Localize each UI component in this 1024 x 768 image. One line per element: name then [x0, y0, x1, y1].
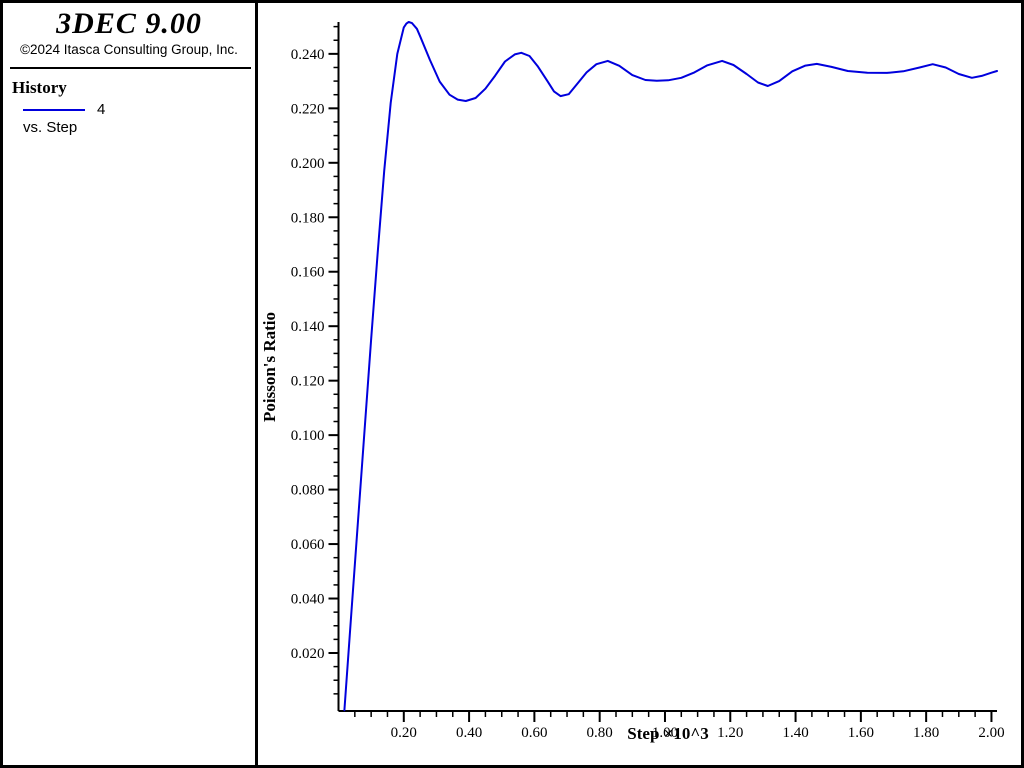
x-axis-title: Step ×10^3 [627, 724, 709, 743]
y-tick-label: 0.220 [291, 101, 325, 117]
history-curve [343, 21, 998, 712]
legend-vs-label: vs. Step [23, 119, 78, 136]
legend-line-swatch [23, 109, 85, 111]
app-title: 3DEC 9.00 [56, 7, 202, 40]
sidebar-plot-divider [255, 0, 258, 768]
x-tick-label: 0.60 [521, 725, 547, 741]
y-tick-label: 0.200 [291, 156, 325, 172]
x-tick-label: 1.60 [848, 725, 874, 741]
copyright-text: ©2024 Itasca Consulting Group, Inc. [20, 42, 238, 57]
x-tick-label: 1.80 [913, 725, 939, 741]
y-tick-label: 0.060 [291, 537, 325, 553]
y-tick-label: 0.160 [291, 265, 325, 281]
x-tick-label: 1.40 [782, 725, 808, 741]
x-tick-label: 2.00 [978, 725, 1004, 741]
x-tick-label: 0.80 [587, 725, 613, 741]
legend-item-label: 4 [97, 101, 106, 118]
y-tick-label: 0.020 [291, 646, 325, 662]
x-tick-label: 0.40 [456, 725, 482, 741]
y-tick-label: 0.140 [291, 319, 325, 335]
y-tick-label: 0.240 [291, 47, 325, 63]
sidebar: 3DEC 9.00 ©2024 Itasca Consulting Group,… [3, 3, 255, 765]
legend-item: 4 [23, 101, 105, 119]
y-tick-label: 0.100 [291, 428, 325, 444]
legend-section-title: History [12, 78, 67, 97]
y-tick-label: 0.120 [291, 374, 325, 390]
y-tick-label: 0.040 [291, 592, 325, 608]
x-tick-label: 0.20 [391, 725, 417, 741]
y-tick-label: 0.080 [291, 483, 325, 499]
x-tick-label: 1.00 [652, 725, 678, 741]
x-tick-label: 1.20 [717, 725, 743, 741]
sidebar-divider [10, 67, 251, 69]
y-axis-title: Poisson's Ratio [260, 311, 279, 423]
y-tick-label: 0.180 [291, 210, 325, 226]
